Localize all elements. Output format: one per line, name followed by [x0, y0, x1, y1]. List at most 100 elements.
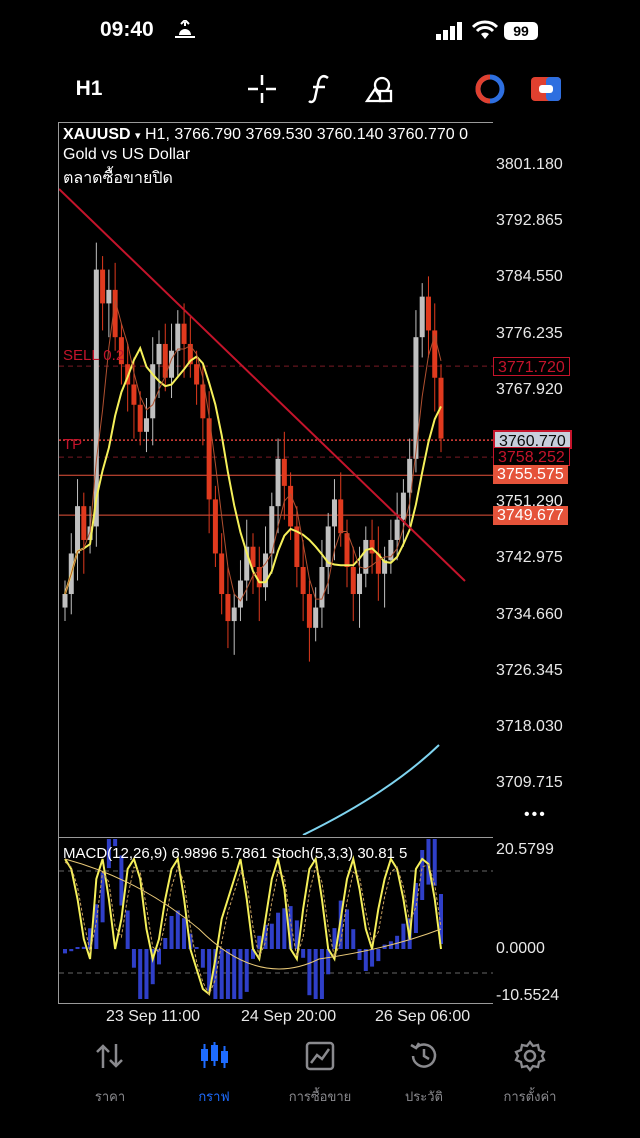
candle-body [319, 566, 325, 608]
indicator-label: MACD(12,26,9) 6.9896 5.7861 Stoch(5,3,3)… [63, 845, 408, 862]
price-scale-label: 3784.550 [496, 268, 563, 286]
price-scale-label: 3734.660 [496, 605, 563, 623]
candle-body [62, 594, 68, 608]
macd-histogram-bar [157, 949, 161, 965]
candle-body [87, 526, 93, 540]
status-bar: 09:40 99 [0, 0, 640, 60]
history-icon [410, 1042, 437, 1068]
macd-histogram-bar [288, 906, 293, 949]
macd-histogram-bar [119, 855, 124, 906]
macd-histogram-bar [138, 949, 143, 999]
pane-divider [59, 837, 493, 838]
macd-histogram-bar [257, 935, 262, 949]
objects-icon [364, 76, 393, 103]
level2-price-tag: 3749.677 [493, 506, 568, 525]
candle-body [394, 519, 400, 540]
macd-histogram-bar [207, 949, 212, 991]
function-icon [308, 75, 329, 104]
macd-histogram-bar [100, 872, 105, 923]
settings-gear-icon [514, 1040, 546, 1072]
wifi-icon [472, 20, 498, 39]
sell-price-tag: 3771.720 [493, 357, 570, 376]
indicator-chart[interactable] [59, 839, 493, 1003]
candle-body [350, 566, 356, 595]
symbol-description: Gold vs US Dollar [63, 146, 191, 163]
battery-icon: 99 [504, 22, 538, 40]
candle-body [425, 296, 431, 331]
candle-body [294, 526, 300, 567]
macd-histogram-bar [81, 946, 86, 949]
macd-histogram-bar [94, 904, 99, 949]
price-scale-label: 3801.180 [496, 156, 563, 173]
tab-label: การตั้งค่า [503, 1089, 557, 1104]
chart-candles-icon [201, 1042, 228, 1068]
macd-histogram-bar [200, 949, 205, 968]
macd-histogram-bar [75, 947, 80, 949]
crosshair-button[interactable] [240, 70, 284, 108]
tab-chart[interactable]: กราฟ [164, 1038, 264, 1107]
macd-histogram-bar [213, 949, 218, 999]
ohlc-values: H1, 3766.790 3769.530 3760.140 3760.770 … [145, 126, 468, 143]
tab-trade[interactable]: การซื้อขาย [270, 1038, 370, 1107]
macd-histogram-bar [88, 928, 93, 949]
timeframe-button[interactable]: H1 [62, 70, 116, 108]
candle-body [100, 269, 106, 304]
candle-body [244, 546, 250, 581]
sell-order-label[interactable]: SELL 0.2 [63, 347, 125, 364]
one-click-trading-icon [531, 77, 561, 101]
macd-signal-line [64, 858, 442, 970]
macd-histogram-bar [332, 928, 337, 949]
macd-histogram-bar [376, 949, 381, 962]
timeframe-label: H1 [75, 77, 103, 100]
candle-body [250, 546, 256, 567]
candle-body [419, 296, 425, 338]
tp-price-tag: 3758.252 [493, 447, 570, 466]
price-scale-label: 3709.715 [496, 774, 563, 792]
macd-histogram-bar [238, 949, 243, 999]
candle-body [313, 607, 319, 628]
macd-histogram-bar [276, 912, 281, 949]
macd-histogram-bar [413, 883, 418, 933]
more-options-icon[interactable]: ••• [524, 806, 547, 823]
bottom-tab-bar: ราคา กราฟ การซื้อขาย ประวัติ การตั้งค่า [0, 1030, 640, 1138]
macd-histogram-bar [357, 949, 362, 960]
macd-histogram-bar [301, 949, 306, 958]
candle-body [306, 594, 312, 628]
chart-toolbar: H1 [0, 60, 640, 118]
tab-label: ราคา [94, 1089, 126, 1104]
sleep-mode-icon [175, 20, 195, 38]
tab-history[interactable]: ประวัติ [374, 1038, 474, 1107]
moving-average-line [64, 345, 442, 595]
candle-body [269, 506, 275, 554]
candle-body [400, 492, 406, 520]
macd-histogram-bar [106, 839, 111, 869]
candle-body [219, 553, 225, 595]
tab-quotes[interactable]: ราคา [60, 1038, 160, 1107]
chart-area[interactable] [58, 122, 493, 1004]
macd-histogram-bar [326, 949, 331, 975]
macd-histogram-bar [131, 949, 136, 968]
symbol-dropdown-icon[interactable]: ▾ [135, 130, 141, 142]
candle-body [300, 566, 306, 595]
candle-body [112, 289, 118, 338]
objects-button[interactable] [356, 70, 400, 108]
x-axis-label: 23 Sep 11:00 [106, 1008, 201, 1025]
tab-label: กราฟ [198, 1089, 230, 1104]
macd-histogram-bar [307, 949, 312, 996]
candle-body [93, 269, 99, 527]
macd-histogram-bar [263, 924, 268, 949]
tab-settings[interactable]: การตั้งค่า [480, 1038, 580, 1107]
trade-toggle-button[interactable] [468, 70, 512, 108]
symbol-label[interactable]: XAUUSD [63, 126, 131, 143]
indicators-button[interactable] [298, 70, 342, 108]
candle-body [288, 485, 294, 527]
indicator-scale-top: 20.5799 [496, 841, 554, 858]
macd-histogram-bar [420, 850, 425, 900]
tab-label: ประวัติ [405, 1089, 443, 1104]
one-click-trading-button[interactable] [524, 70, 568, 108]
tp-label[interactable]: TP [63, 436, 83, 453]
macd-histogram-bar [194, 947, 199, 949]
price-chart[interactable] [59, 123, 493, 835]
crosshair-icon [248, 75, 276, 103]
candle-body [344, 533, 350, 567]
